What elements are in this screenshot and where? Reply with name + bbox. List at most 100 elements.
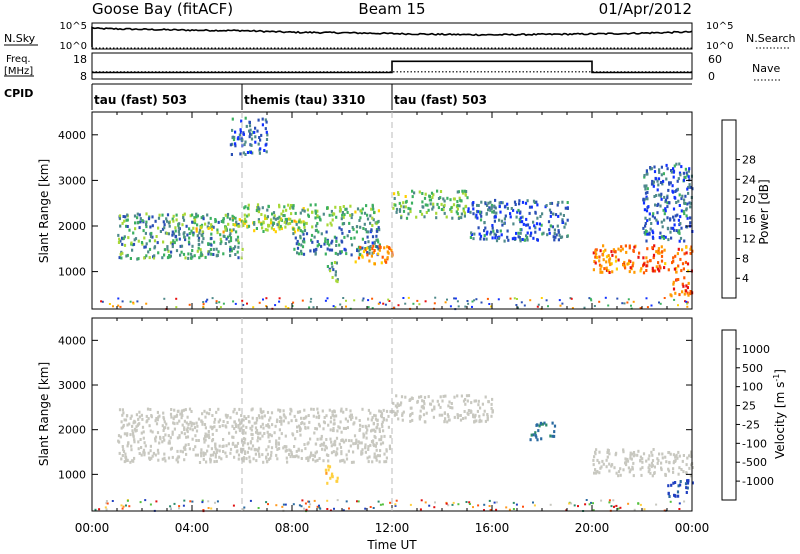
- heatmap-cell: [357, 500, 360, 503]
- heatmap-cell: [191, 213, 194, 217]
- heatmap-cell: [284, 434, 287, 438]
- heatmap-cell: [490, 402, 493, 406]
- heatmap-cell: [346, 211, 349, 214]
- heatmap-cell: [402, 201, 405, 205]
- heatmap-cell: [204, 438, 207, 442]
- heatmap-cell: [566, 235, 569, 238]
- heatmap-cell: [169, 412, 173, 416]
- heatmap-cell: [334, 270, 337, 274]
- heatmap-cell: [335, 261, 338, 265]
- heatmap-cell: [275, 439, 278, 443]
- heatmap-cell: [640, 267, 643, 271]
- heatmap-cell: [144, 499, 147, 502]
- heatmap-cell: [259, 147, 262, 151]
- heatmap-cell: [358, 427, 362, 431]
- heatmap-cell: [209, 453, 212, 457]
- heatmap-cell: [148, 239, 151, 243]
- heatmap-cell: [650, 465, 653, 469]
- heatmap-cell: [669, 452, 672, 456]
- heatmap-cell: [264, 118, 267, 122]
- heatmap-cell: [504, 214, 507, 218]
- heatmap-cell: [296, 410, 300, 414]
- heatmap-cell: [376, 418, 379, 422]
- heatmap-cell: [633, 508, 636, 511]
- heatmap-cell: [352, 227, 355, 231]
- heatmap-cell: [469, 236, 472, 239]
- heatmap-cell: [669, 218, 672, 222]
- heatmap-cell: [341, 438, 344, 442]
- heatmap-cell: [483, 503, 486, 506]
- heatmap-cell: [308, 500, 311, 503]
- heatmap-cell: [494, 206, 497, 210]
- heatmap-cell: [404, 205, 407, 209]
- heatmap-cell: [183, 428, 186, 431]
- heatmap-cell: [551, 421, 554, 425]
- heatmap-cell: [301, 239, 305, 243]
- heatmap-cell: [422, 413, 426, 417]
- heatmap-cell: [180, 250, 183, 254]
- heatmap-cell: [573, 504, 576, 507]
- heatmap-cell: [685, 471, 688, 475]
- heatmap-cell: [329, 476, 332, 480]
- heatmap-cell: [207, 252, 210, 256]
- heatmap-cell: [411, 411, 414, 415]
- heatmap-cell: [477, 226, 480, 230]
- heatmap-cell: [120, 420, 123, 424]
- heatmap-cell: [130, 444, 133, 448]
- heatmap-cell: [645, 264, 648, 268]
- heatmap-cell: [385, 409, 389, 413]
- heatmap-cell: [296, 430, 299, 433]
- heatmap-cell: [187, 240, 191, 244]
- heatmap-cell: [642, 256, 645, 260]
- beam-title: Beam 15: [358, 0, 425, 18]
- heatmap-cell: [339, 420, 342, 424]
- heatmap-cell: [361, 424, 364, 428]
- heatmap-cell: [119, 252, 122, 256]
- heatmap-cell: [664, 235, 667, 239]
- heatmap-cell: [301, 299, 304, 302]
- heatmap-cell: [468, 503, 471, 505]
- heatmap-cell: [301, 499, 304, 502]
- heatmap-cell: [145, 302, 148, 305]
- heatmap-cell: [219, 233, 222, 237]
- heatmap-cell: [244, 153, 247, 156]
- heatmap-cell: [683, 201, 686, 205]
- heatmap-cell: [688, 466, 691, 470]
- heatmap-cell: [412, 302, 415, 305]
- heatmap-cell: [342, 222, 346, 225]
- heatmap-cell: [353, 434, 357, 438]
- heatmap-cell: [665, 177, 668, 181]
- heatmap-cell: [539, 421, 543, 425]
- heatmap-cell: [650, 167, 653, 171]
- heatmap-cell: [432, 415, 435, 419]
- heatmap-cell: [371, 224, 374, 227]
- heatmap-cell: [671, 261, 674, 265]
- heatmap-cell: [240, 426, 243, 430]
- heatmap-cell: [463, 211, 466, 215]
- heatmap-cell: [246, 151, 250, 154]
- heatmap-cell: [202, 307, 205, 310]
- heatmap-cell: [673, 164, 676, 168]
- heatmap-cell: [322, 443, 325, 447]
- heatmap-cell: [300, 416, 303, 420]
- heatmap-cell: [169, 436, 172, 440]
- heatmap-cell: [242, 429, 245, 432]
- heatmap-cell: [347, 439, 351, 443]
- heatmap-cell: [365, 436, 368, 440]
- heatmap-cell: [401, 413, 404, 417]
- heatmap-cell: [331, 218, 334, 222]
- heatmap-cell: [653, 269, 657, 273]
- heatmap-cell: [659, 204, 662, 208]
- heatmap-cell: [653, 165, 656, 169]
- heatmap-cell: [395, 210, 398, 214]
- heatmap-cell: [384, 303, 387, 306]
- heatmap-cell: [261, 206, 264, 210]
- heatmap-cell: [664, 198, 668, 202]
- heatmap-cell: [626, 301, 629, 304]
- heatmap-cell: [242, 224, 245, 227]
- heatmap-cell: [225, 454, 228, 458]
- heatmap-cell: [170, 415, 173, 419]
- heatmap-cell: [346, 234, 349, 238]
- ytick-label-1: 2000: [58, 424, 86, 437]
- heatmap-cell: [460, 199, 463, 203]
